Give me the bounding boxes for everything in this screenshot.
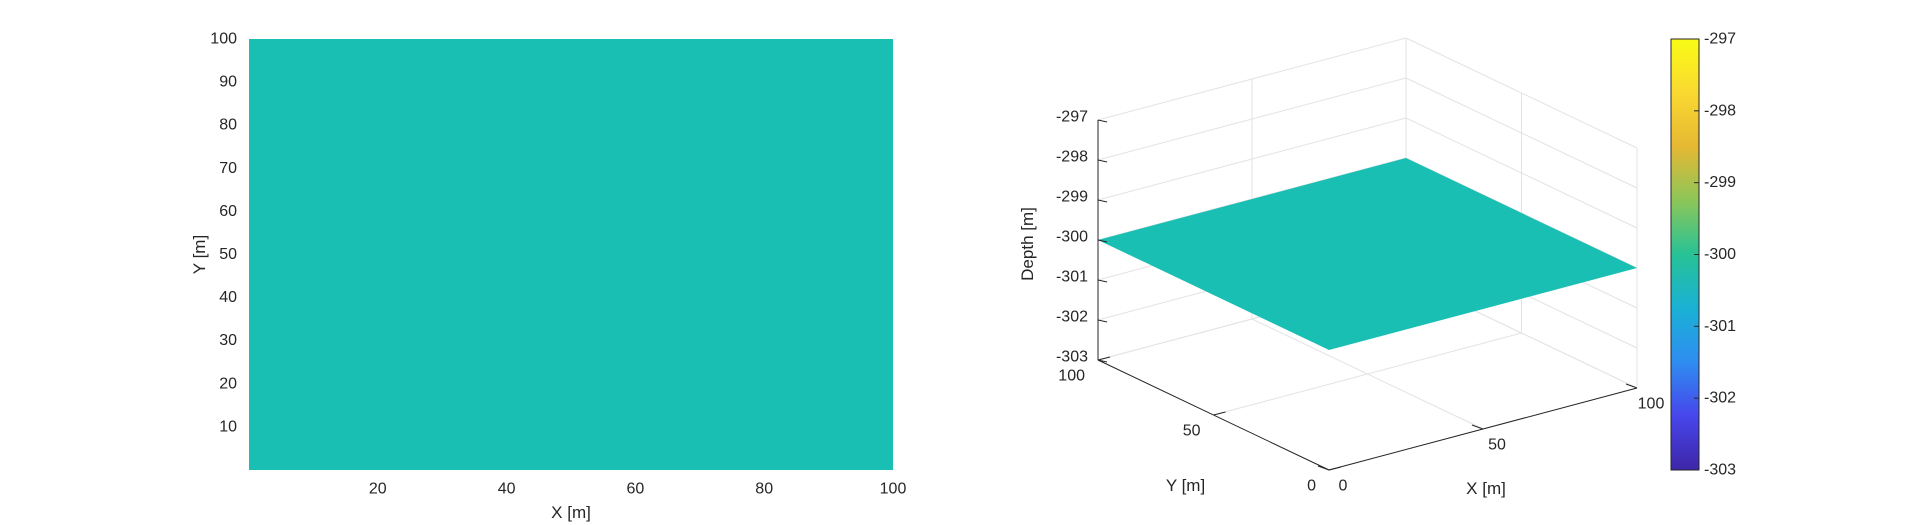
x-tick-labels: 0 50 100 [1317,383,1665,495]
colorbar-tick-label: -298 [1704,102,1736,119]
y-tick-label: 70 [219,160,237,177]
y-tick-label: 10 [219,418,237,435]
y-tick-label: 60 [219,203,237,220]
z-tick [1097,199,1108,203]
surface-3d-axes: -303 -302 -301 -300 -299 -298 -297 0 50 100 0 50 1… [1018,37,1665,498]
y-tick [1213,411,1226,416]
y-tick-label: 100 [210,31,237,48]
grid-line [1405,77,1638,189]
x-tick-label: 100 [880,481,907,498]
x-tick-labels: 20 40 60 80 100 [369,481,907,498]
x-tick-label: 100 [1638,396,1665,413]
z-tick-label: -298 [1056,149,1088,166]
y-tick-label: 50 [219,246,237,263]
depth-surface [1098,158,1637,350]
grid-line [1405,37,1638,149]
x-tick-label: 60 [627,481,645,498]
x-tick-label: 80 [755,481,773,498]
z-tick-label: -299 [1056,189,1088,206]
colorbar-tick-label: -300 [1704,246,1736,263]
x-tick [1625,383,1638,389]
x-tick-label: 50 [1488,437,1506,454]
x-tick-label: 0 [1339,478,1348,495]
z-tick [1097,319,1108,323]
y-tick-label: 30 [219,332,237,349]
x-tick-label: 40 [498,481,516,498]
colorbar-tick-label: -299 [1704,174,1736,191]
z-tick-label: -300 [1056,229,1088,246]
z-tick [1097,119,1108,123]
colorbar: -303 -302 -301 -300 -299 -298 -297 [1670,31,1736,479]
y-tick-label: 50 [1183,423,1201,440]
z-tick-label: -303 [1056,349,1088,366]
colorbar-tick-labels: -303 -302 -301 -300 -299 -298 -297 [1694,31,1736,479]
x-axis-label: X [m] [1466,479,1506,498]
grid-line [1097,77,1407,161]
y-tick-label: 100 [1058,368,1085,385]
y-tick-label: 80 [219,117,237,134]
y-tick [1328,466,1342,471]
surface-map [249,39,893,470]
z-tick-label: -297 [1056,109,1088,126]
y-tick-label: 0 [1307,478,1316,495]
colorbar-tick-label: -297 [1704,31,1736,48]
y-tick [1097,356,1111,361]
y-tick-label: 90 [219,74,237,91]
grid-line [1097,37,1407,121]
y-tick-labels: 10 20 30 40 50 60 70 80 90 100 [210,31,237,436]
colorbar-tick-label: -301 [1704,318,1736,335]
grid-line [1213,332,1522,416]
x-tick [1471,424,1484,430]
colorbar-tick-label: -302 [1704,390,1736,407]
grid-line [1405,117,1638,229]
z-tick-labels: -303 -302 -301 -300 -299 -298 -297 [1056,109,1108,366]
colorbar-tick-label: -303 [1704,462,1736,479]
grid-line [1097,117,1407,201]
z-tick [1097,159,1108,163]
y-tick-label: 40 [219,289,237,306]
y-axis-label: Y [m] [1166,476,1205,495]
x-tick [1317,465,1330,471]
y-tick-labels: 0 50 100 [1058,356,1342,495]
x-tick-label: 20 [369,481,387,498]
y-tick-label: 20 [219,375,237,392]
x-axis-label: X [m] [551,503,591,522]
z-tick-label: -302 [1056,309,1088,326]
z-axis-label: Depth [m] [1018,207,1037,281]
z-tick-label: -301 [1056,269,1088,286]
y-axis-label: Y [m] [190,235,209,274]
z-tick [1097,359,1108,363]
z-tick [1097,279,1108,283]
z-tick [1097,239,1108,243]
